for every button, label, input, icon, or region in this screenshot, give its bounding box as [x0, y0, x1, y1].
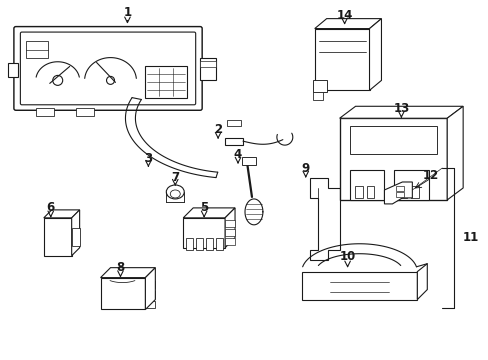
Bar: [186, 238, 193, 250]
Bar: [226, 120, 241, 126]
Polygon shape: [183, 208, 235, 218]
Bar: [396, 192, 404, 197]
Polygon shape: [447, 106, 462, 200]
Polygon shape: [384, 182, 411, 204]
Bar: [301, 272, 416, 300]
Text: 6: 6: [46, 201, 55, 215]
Bar: [216, 238, 223, 250]
Bar: [196, 238, 203, 250]
FancyBboxPatch shape: [20, 32, 195, 105]
Bar: [145, 280, 155, 288]
Bar: [145, 291, 155, 298]
Polygon shape: [416, 264, 427, 300]
Bar: [314, 28, 369, 90]
Polygon shape: [101, 268, 155, 278]
Bar: [8, 63, 18, 77]
Polygon shape: [72, 210, 80, 256]
Ellipse shape: [166, 185, 184, 199]
Bar: [101, 278, 145, 310]
Polygon shape: [314, 19, 381, 28]
Text: 10: 10: [339, 250, 355, 263]
Text: 12: 12: [422, 168, 439, 181]
FancyBboxPatch shape: [14, 27, 202, 110]
Polygon shape: [145, 268, 155, 310]
Polygon shape: [224, 208, 235, 248]
Bar: [224, 138, 243, 145]
Text: 2: 2: [214, 123, 222, 136]
Bar: [312, 92, 322, 100]
Bar: [72, 228, 80, 246]
Polygon shape: [309, 178, 339, 260]
Polygon shape: [369, 19, 381, 90]
Bar: [44, 218, 72, 256]
Bar: [26, 41, 48, 58]
Bar: [224, 238, 235, 245]
Bar: [145, 301, 155, 307]
Bar: [206, 238, 213, 250]
Text: 8: 8: [116, 261, 124, 274]
Text: 3: 3: [144, 152, 152, 165]
Bar: [76, 108, 93, 116]
Text: 5: 5: [200, 201, 208, 215]
Bar: [410, 186, 419, 198]
Bar: [224, 229, 235, 236]
Text: 7: 7: [171, 171, 179, 184]
Bar: [145, 67, 187, 98]
Bar: [396, 186, 404, 191]
Polygon shape: [44, 210, 80, 218]
Bar: [200, 58, 216, 80]
Text: 14: 14: [336, 9, 352, 22]
Ellipse shape: [170, 190, 180, 198]
Bar: [200, 62, 216, 67]
Text: 1: 1: [123, 6, 131, 19]
Bar: [242, 157, 255, 165]
Bar: [349, 170, 384, 200]
Bar: [183, 218, 224, 248]
Bar: [339, 118, 447, 200]
Text: 9: 9: [301, 162, 309, 175]
Text: 4: 4: [233, 148, 242, 161]
Polygon shape: [339, 106, 462, 118]
Bar: [354, 186, 362, 198]
Bar: [36, 108, 54, 116]
Bar: [399, 186, 407, 198]
Bar: [366, 186, 374, 198]
Bar: [224, 220, 235, 227]
Bar: [394, 170, 428, 200]
Text: 13: 13: [392, 102, 408, 115]
Bar: [349, 126, 436, 154]
Bar: [312, 80, 326, 92]
Text: 11: 11: [462, 231, 478, 244]
